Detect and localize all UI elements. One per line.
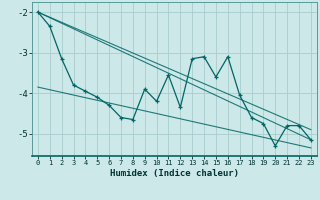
X-axis label: Humidex (Indice chaleur): Humidex (Indice chaleur): [110, 169, 239, 178]
